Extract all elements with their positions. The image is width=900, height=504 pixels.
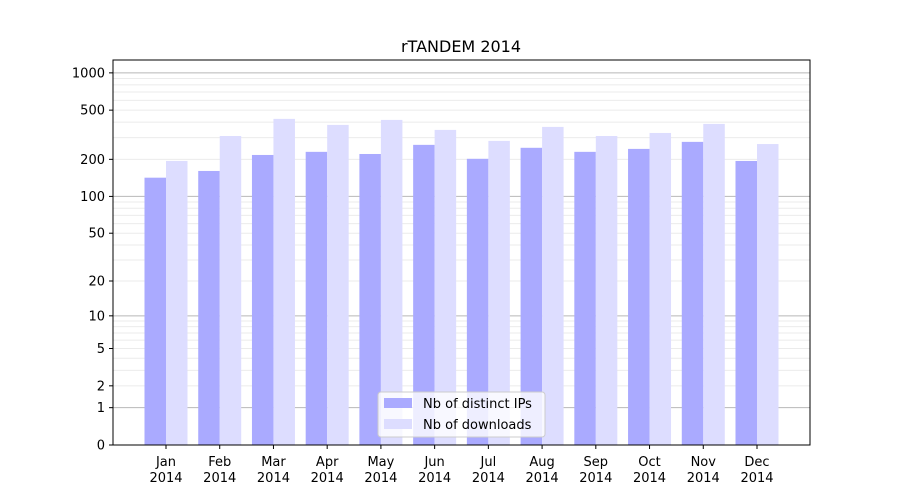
bar-distinct-ips (520, 147, 543, 445)
x-tick-label: Oct 2014 (633, 455, 666, 486)
plot-frame (112, 59, 811, 446)
legend: Nb of distinct IPs Nb of downloads (377, 391, 546, 438)
bar-downloads (649, 132, 672, 445)
x-tick-label: Jan 2014 (149, 455, 182, 486)
bar-distinct-ips (628, 148, 650, 445)
legend-swatch-ips (384, 398, 412, 408)
chart-title: rTANDEM 2014 (401, 37, 521, 56)
bar-downloads (542, 126, 564, 445)
x-tick-label: Jul 2014 (472, 455, 505, 486)
y-tick-label: 20 (88, 275, 105, 290)
x-tick-label: Aug 2014 (526, 455, 559, 486)
bar-downloads (166, 160, 188, 446)
legend-label-ips: Nb of distinct IPs (423, 397, 532, 412)
x-tick-label: Jun 2014 (418, 455, 451, 486)
bar-distinct-ips (305, 151, 328, 445)
bar-distinct-ips (144, 177, 166, 445)
bar-distinct-ips (251, 154, 274, 445)
legend-label-downloads: Nb of downloads (423, 418, 532, 433)
y-tick-label: 10 (88, 309, 105, 324)
bar-downloads (488, 140, 510, 446)
x-tick-label: Mar 2014 (257, 455, 290, 486)
bar-downloads (703, 123, 725, 446)
bar-distinct-ips (735, 160, 757, 446)
y-tick-label: 50 (88, 227, 105, 242)
y-tick-label: 100 (80, 190, 105, 205)
x-tick-label: Feb 2014 (203, 455, 236, 486)
x-tick-label: Nov 2014 (687, 455, 720, 486)
x-tick-label: May 2014 (364, 455, 397, 486)
bar-distinct-ips (681, 141, 704, 445)
bar-distinct-ips (359, 153, 381, 446)
bar-distinct-ips (574, 151, 596, 445)
bar-downloads (273, 118, 295, 445)
bar-downloads (219, 136, 242, 445)
bar-downloads (757, 144, 779, 445)
y-tick-label: 1 (97, 401, 105, 416)
bar-distinct-ips (198, 170, 220, 445)
x-tick-label: Sep 2014 (579, 455, 612, 486)
bar-downloads (380, 119, 403, 446)
bar-distinct-ips (466, 158, 489, 446)
y-tick-label: 2 (97, 379, 105, 394)
x-tick-label: Dec 2014 (740, 455, 773, 486)
legend-swatch-downloads (384, 419, 412, 429)
y-tick-label: 1000 (72, 66, 105, 81)
bar-downloads (595, 136, 618, 445)
bar-downloads (327, 124, 349, 446)
bar-downloads (434, 129, 457, 445)
x-tick-label: Apr 2014 (311, 455, 344, 486)
y-tick-label: 200 (80, 153, 105, 168)
y-tick-label: 0 (97, 439, 105, 454)
y-tick-label: 5 (97, 342, 105, 357)
bar-distinct-ips (413, 144, 435, 446)
y-tick-label: 500 (80, 104, 105, 119)
